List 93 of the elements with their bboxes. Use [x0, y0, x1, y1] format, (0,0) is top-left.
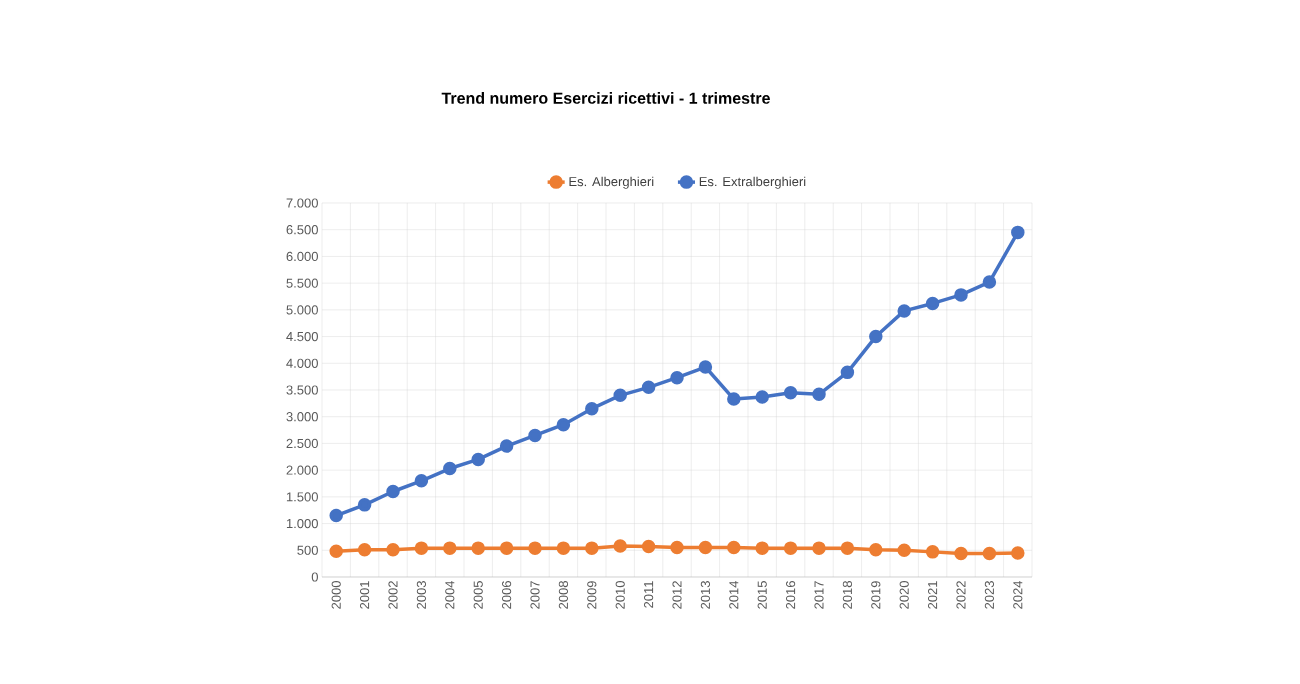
point — [727, 540, 741, 555]
x-tick-label: 2000 — [331, 581, 341, 609]
x-tick-label: 2006 — [502, 581, 512, 609]
point — [869, 329, 883, 344]
point — [585, 541, 599, 555]
x-tick-label: 2019 — [871, 581, 881, 609]
point — [755, 390, 769, 404]
x-tick-label: 2005 — [473, 581, 483, 609]
x-tick-label: 2021 — [928, 581, 938, 609]
x-tick-label: 2023 — [984, 581, 995, 609]
point — [585, 401, 599, 416]
y-tick-label: 3.500 — [286, 385, 318, 395]
x-tick-label: 2018 — [842, 581, 853, 609]
x-tick-label: 2004 — [445, 580, 455, 609]
point — [499, 541, 514, 555]
x-tick-label: 2024 — [1013, 580, 1023, 609]
x-tick-label: 2022 — [956, 581, 966, 609]
point — [357, 542, 372, 557]
y-tick-label: 7.000 — [286, 198, 318, 208]
y-tick-label: 500 — [297, 545, 318, 555]
point — [783, 385, 798, 400]
point — [869, 542, 883, 557]
point — [499, 439, 514, 453]
y-tick-label: 5.500 — [286, 278, 318, 288]
x-tick-label: 2020 — [899, 581, 909, 609]
point — [613, 388, 627, 403]
point — [897, 304, 911, 318]
point — [471, 541, 485, 555]
point — [528, 428, 542, 443]
point — [755, 541, 769, 555]
y-tick-label: 2.000 — [286, 465, 318, 475]
point — [329, 544, 343, 559]
point — [641, 539, 656, 554]
point — [897, 543, 911, 558]
point — [925, 296, 940, 311]
point — [698, 360, 713, 374]
x-tick-label: 2016 — [786, 581, 796, 609]
y-tick-label: 4.000 — [286, 358, 318, 368]
point — [443, 461, 457, 476]
x-tick-label: 2003 — [416, 581, 427, 609]
point — [556, 541, 571, 555]
x-tick-label: 2013 — [700, 581, 711, 609]
point — [471, 452, 485, 467]
y-tick-label: 4.500 — [286, 331, 318, 342]
point — [727, 392, 741, 406]
point — [670, 540, 684, 555]
y-tick-label: 1.500 — [286, 492, 318, 502]
point — [414, 541, 429, 555]
y-tick-label: 6.000 — [286, 251, 318, 262]
point — [414, 474, 429, 488]
point — [783, 541, 798, 555]
point — [982, 546, 997, 561]
point — [670, 370, 684, 385]
point — [925, 545, 940, 559]
point — [982, 275, 997, 289]
legend-label: Es. Alberghieri — [569, 176, 654, 189]
legend-label: Es. Extralberghieri — [699, 176, 806, 189]
y-tick-label: 6.500 — [286, 225, 318, 235]
x-tick-label: 2012 — [672, 581, 682, 609]
point — [613, 539, 627, 553]
x-tick-label: 2002 — [388, 581, 398, 609]
point — [1011, 225, 1025, 240]
chart-title: Trend numero Esercizi ricettivi - 1 trimestre — [441, 92, 770, 104]
x-tick-label: 2009 — [587, 581, 597, 609]
point — [641, 380, 656, 395]
point — [329, 508, 343, 523]
point — [386, 542, 400, 557]
y-tick-label: 5.000 — [286, 305, 318, 315]
point — [954, 288, 968, 302]
x-tick-label: 2007 — [530, 581, 540, 609]
point — [556, 417, 571, 432]
point — [812, 541, 826, 555]
point — [386, 484, 400, 499]
point — [698, 540, 713, 555]
point — [840, 365, 855, 380]
y-tick-label: 3.000 — [286, 412, 318, 422]
y-tick-label: 0 — [311, 572, 318, 582]
point — [1011, 546, 1025, 560]
point — [443, 541, 457, 555]
point — [357, 498, 372, 512]
x-tick-label: 2008 — [558, 581, 569, 609]
x-tick-label: 2015 — [757, 581, 767, 609]
point — [954, 546, 968, 561]
x-tick-label: 2017 — [814, 581, 824, 609]
y-tick-label: 2.500 — [286, 438, 318, 449]
point — [528, 541, 542, 555]
point — [840, 541, 855, 555]
x-tick-label: 2014 — [729, 580, 739, 609]
y-tick-label: 1.000 — [286, 518, 318, 529]
point — [812, 387, 826, 402]
x-tick-label: 2001 — [360, 581, 370, 609]
x-tick-label: 2010 — [615, 581, 625, 609]
x-tick-label: 2011 — [644, 581, 654, 608]
